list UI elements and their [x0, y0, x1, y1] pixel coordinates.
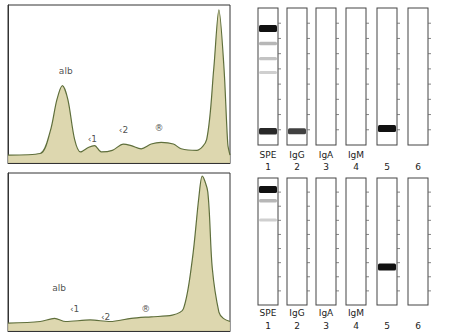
- svg-text:SPE: SPE: [260, 150, 277, 160]
- svg-text:6: 6: [415, 321, 421, 331]
- svg-text:IgG: IgG: [289, 150, 304, 160]
- svg-text:4: 4: [353, 162, 359, 172]
- svg-text:5: 5: [384, 162, 390, 172]
- svg-text:IgG: IgG: [289, 308, 304, 318]
- svg-text:5: 5: [384, 321, 390, 331]
- svg-text:3: 3: [323, 321, 329, 331]
- svg-text:alb: alb: [59, 66, 73, 76]
- svg-text:IgA: IgA: [319, 308, 334, 318]
- svg-text:4: 4: [353, 321, 359, 331]
- svg-text:1: 1: [265, 162, 271, 172]
- svg-text:1: 1: [265, 321, 271, 331]
- svg-text:IgM: IgM: [348, 308, 364, 318]
- svg-text:6: 6: [415, 162, 421, 172]
- svg-text:‹1: ‹1: [70, 304, 79, 314]
- svg-text:2: 2: [294, 321, 300, 331]
- svg-text:2: 2: [294, 162, 300, 172]
- svg-text:IgA: IgA: [319, 150, 334, 160]
- svg-text:®: ®: [154, 123, 163, 133]
- svg-text:alb: alb: [52, 283, 66, 293]
- svg-text:‹2: ‹2: [101, 312, 110, 322]
- svg-text:SPE: SPE: [260, 308, 277, 318]
- svg-text:®: ®: [141, 304, 150, 314]
- svg-text:IgM: IgM: [348, 150, 364, 160]
- svg-text:‹2: ‹2: [119, 125, 128, 135]
- svg-text:3: 3: [323, 162, 329, 172]
- svg-text:‹1: ‹1: [88, 134, 97, 144]
